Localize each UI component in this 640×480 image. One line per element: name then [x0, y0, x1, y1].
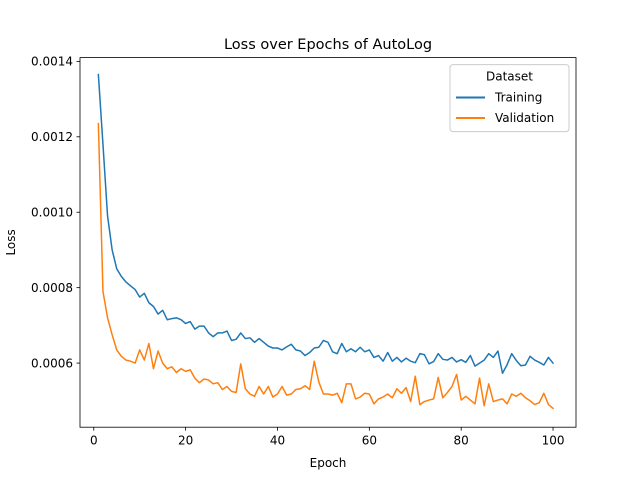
- x-tick-label: 60: [362, 434, 377, 448]
- legend-label-training: Training: [494, 91, 542, 105]
- series-line-training: [97, 73, 555, 375]
- legend-title: Dataset: [486, 70, 533, 84]
- x-tick-label: 40: [270, 434, 285, 448]
- x-tick-label: 0: [90, 434, 98, 448]
- y-tick-label: 0.0010: [31, 206, 73, 220]
- series-lines: [97, 73, 555, 410]
- y-tick-label: 0.0008: [31, 281, 73, 295]
- legend-label-validation: Validation: [495, 111, 554, 125]
- x-tick-label: 80: [454, 434, 469, 448]
- plot-frame: [79, 57, 577, 428]
- chart-title: Loss over Epochs of AutoLog: [224, 37, 432, 53]
- legend: Dataset Training Validation: [449, 64, 570, 133]
- axis-ticks: 0 20 40 60 80 100 0.0006 0.0008 0.0010 0.0012 0.00…: [31, 55, 564, 448]
- y-tick-label: 0.0014: [31, 55, 73, 69]
- series-line-validation: [97, 122, 555, 410]
- x-tick-label: 20: [178, 434, 193, 448]
- x-tick-label: 100: [542, 434, 565, 448]
- x-axis-label: Epoch: [310, 456, 347, 470]
- y-tick-label: 0.0006: [31, 356, 73, 370]
- legend-box: [449, 64, 570, 133]
- y-tick-label: 0.0012: [31, 130, 73, 144]
- y-axis-label: Loss: [4, 229, 18, 255]
